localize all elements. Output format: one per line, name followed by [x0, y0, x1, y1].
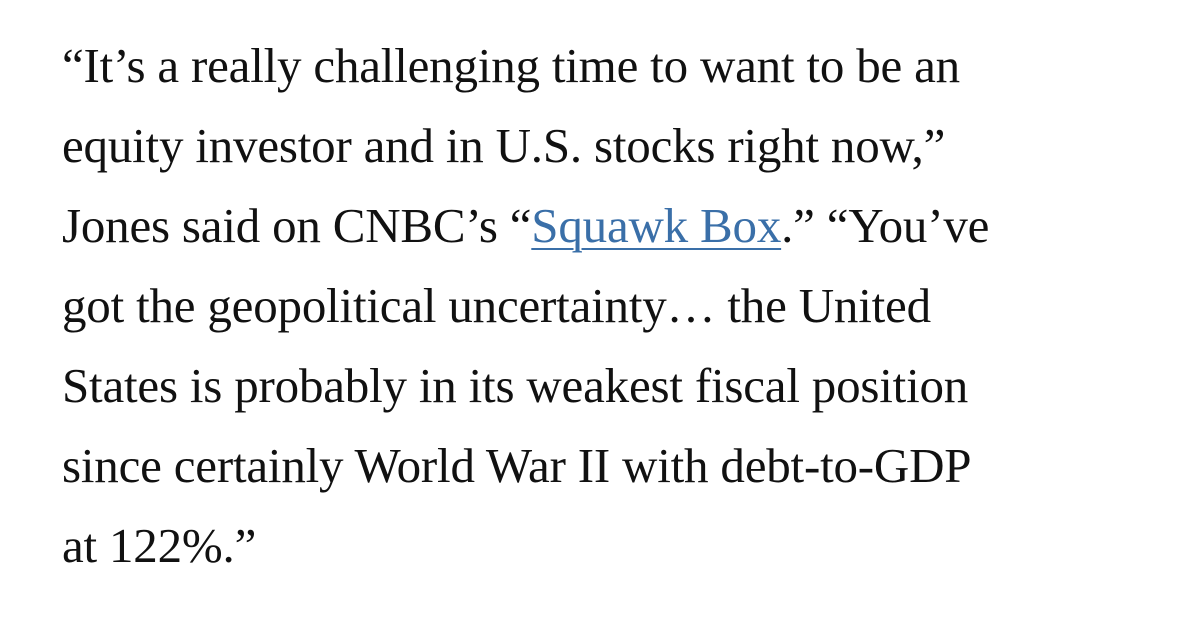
line-3-text-after-link: .” “You’ve [781, 198, 990, 253]
squawk-box-link[interactable]: Squawk Box [531, 198, 782, 253]
paragraph-line-3: Jones said on CNBC’s “Squawk Box.” “You’… [62, 186, 1172, 266]
paragraph-line-7: at 122%.” [62, 518, 257, 573]
line-3-text-before-link: Jones said on CNBC’s “ [62, 198, 532, 253]
paragraph-line-4: got the geopolitical uncertainty… the Un… [62, 278, 931, 333]
article-quote-paragraph: “It’s a really challenging time to want … [62, 26, 1172, 586]
paragraph-line-1: “It’s a really challenging time to want … [62, 38, 960, 93]
paragraph-line-2: equity investor and in U.S. stocks right… [62, 118, 946, 173]
paragraph-line-6: since certainly World War II with debt-t… [62, 438, 972, 493]
paragraph-line-5: States is probably in its weakest fiscal… [62, 358, 969, 413]
